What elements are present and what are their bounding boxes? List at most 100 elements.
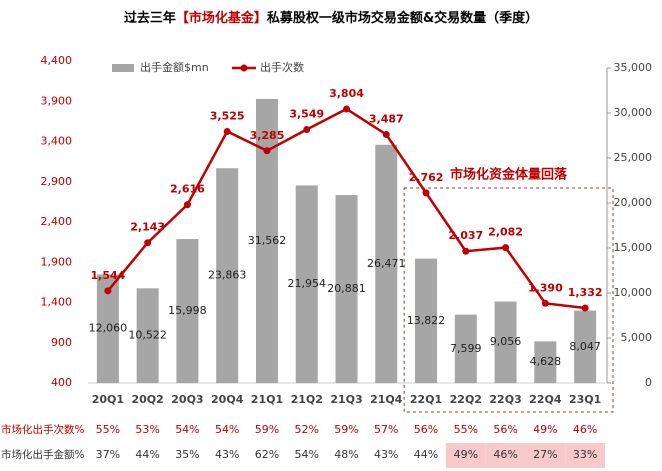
table-cell: 46% [573,423,597,436]
x-tick-label: 20Q2 [131,393,163,406]
title-prefix: 过去三年 [124,10,176,26]
bar-label: 26,471 [367,257,406,270]
y-tick-label: 2,900 [41,175,73,188]
y2-tick-label: 20,000 [614,196,653,209]
x-tick-label: 22Q3 [489,393,521,406]
table-cell: 46% [493,448,517,461]
table-cell: 43% [374,448,398,461]
cell-highlight [525,443,566,468]
bar [255,98,278,383]
bar [494,301,517,383]
x-tick-label: 21Q2 [291,393,323,406]
x-tick-label: 22Q2 [450,393,482,406]
line-label: 3,525 [210,109,245,122]
table-cell: 49% [533,423,557,436]
legend-label: 出手次数 [260,60,304,74]
row-label: 市场化出手次数% [1,423,84,436]
table-cell: 27% [533,448,557,461]
table-cell: 57% [374,423,398,436]
bar-label: 7,599 [450,342,482,355]
bar-label: 9,056 [490,335,522,348]
x-tick-label: 20Q3 [171,393,203,406]
x-tick-label: 21Q4 [370,393,403,406]
bar-label: 10,522 [128,329,167,342]
table-cell: 55% [96,423,120,436]
y2-tick-label: 10,000 [614,286,653,299]
line-label: 3,549 [289,108,324,121]
line-marker [422,189,430,197]
x-tick-label: 20Q1 [92,393,124,406]
y-tick-label: 900 [51,336,72,349]
line-label: 2,616 [170,183,205,196]
table-cell: 54% [295,448,319,461]
line-label: 1,544 [90,269,125,282]
legend-marker [240,64,248,72]
bar [136,288,159,383]
table-cell: 44% [414,448,438,461]
table-cell: 54% [175,423,199,436]
bar [574,310,597,383]
title-highlight: 【市场化基金】 [176,10,267,26]
bar [375,144,398,383]
cell-highlight [445,443,486,468]
y2-tick-label: 15,000 [614,241,653,254]
line-label: 1,332 [568,286,603,299]
table-cell: 33% [573,448,597,461]
line-label: 1,390 [528,281,563,294]
x-tick-label: 21Q1 [251,393,283,406]
y-tick-label: 400 [51,376,72,389]
y2-tick-label: 35,000 [614,61,653,74]
line-label: 2,143 [130,221,165,234]
y2-tick-label: 5,000 [621,331,653,344]
line-marker [462,247,470,255]
cell-highlight [565,443,605,468]
line-marker [541,299,549,307]
y-tick-label: 4,400 [41,54,73,67]
bar [295,185,318,383]
line-label: 2,037 [448,229,483,242]
x-tick-label: 22Q1 [410,393,442,406]
bar [176,239,199,383]
line-marker [263,147,271,155]
bar-label: 20,881 [327,282,366,295]
bar-label: 31,562 [248,234,287,247]
table-cell: 59% [334,423,358,436]
y2-tick-label: 25,000 [614,151,653,164]
table-cell: 35% [175,448,199,461]
bar [216,168,239,383]
x-tick-label: 21Q3 [330,393,362,406]
bar-label: 15,998 [168,304,207,317]
table-cell: 56% [493,423,517,436]
bar-label: 23,863 [208,269,247,282]
bar-label: 21,954 [287,277,326,290]
bar [534,341,557,383]
line-marker [303,126,311,134]
line-marker [382,130,390,138]
y-tick-label: 1,400 [41,296,73,309]
table-cell: 52% [295,423,319,436]
line-marker [144,239,152,247]
table-cell: 43% [215,448,239,461]
y2-tick-label: 0 [645,376,652,389]
title-suffix: 私募股权一级市场交易金额&交易数量（季度） [267,10,538,26]
line-marker [104,287,112,295]
legend-label: 出手金额$mn [140,60,209,74]
x-tick-label: 23Q1 [569,393,601,406]
table-cell: 53% [135,423,159,436]
bar-label: 13,822 [407,314,446,327]
table-cell: 62% [255,448,279,461]
table-cell: 48% [334,448,358,461]
y-tick-label: 2,400 [41,215,73,228]
table-cell: 55% [454,423,478,436]
bar [415,258,438,383]
row-label: 市场化出手金额% [1,448,84,461]
table-cell: 37% [96,448,120,461]
table-cell: 49% [454,448,478,461]
line-marker [502,244,510,252]
y2-tick-label: 30,000 [614,106,653,119]
cell-highlight [485,443,526,468]
annotation-text: 市场化资金体量回落 [450,167,568,183]
table-cell: 59% [255,423,279,436]
legend-swatch [112,64,134,72]
